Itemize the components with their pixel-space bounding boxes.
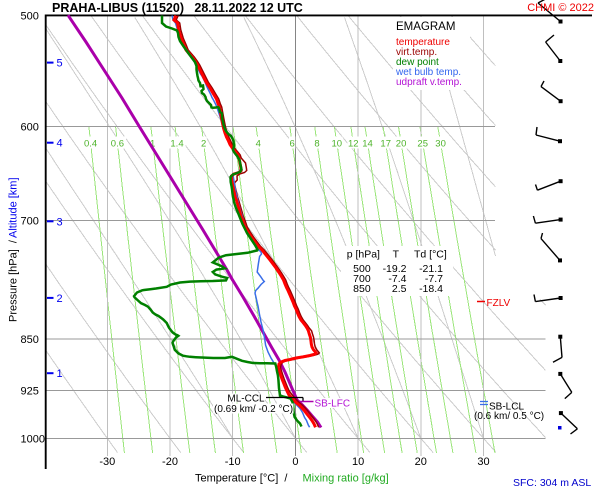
- svg-text:30: 30: [435, 139, 446, 150]
- svg-text:10: 10: [332, 139, 343, 150]
- svg-text:virt.temp.: virt.temp.: [396, 47, 437, 58]
- svg-text:700: 700: [353, 273, 371, 285]
- svg-text:p [hPa]: p [hPa]: [347, 249, 380, 261]
- svg-text:700: 700: [21, 216, 39, 228]
- svg-text:udpraft v.temp.: udpraft v.temp.: [396, 77, 462, 88]
- svg-text:850: 850: [21, 334, 39, 346]
- svg-text:wet bulb temp.: wet bulb temp.: [395, 67, 461, 78]
- svg-text:CHMI © 2022: CHMI © 2022: [527, 2, 594, 14]
- svg-text:Temperature [°C] /: Temperature [°C] /: [195, 473, 288, 485]
- svg-text:10: 10: [352, 456, 364, 468]
- svg-text:dew point: dew point: [396, 57, 439, 68]
- svg-text:4: 4: [256, 139, 261, 150]
- svg-text:Pressure [hPa] /: Pressure [hPa] /: [8, 239, 20, 322]
- svg-text:25: 25: [417, 139, 428, 150]
- svg-text:-19.2: -19.2: [383, 263, 407, 275]
- svg-text:SB-LCL: SB-LCL: [489, 402, 524, 413]
- svg-text:temperature: temperature: [396, 37, 450, 48]
- svg-text:FZLV: FZLV: [487, 298, 511, 309]
- svg-text:Td [°C]: Td [°C]: [414, 249, 447, 261]
- svg-text:12: 12: [348, 139, 359, 150]
- svg-text:T: T: [393, 249, 400, 261]
- svg-text:1: 1: [57, 368, 63, 380]
- svg-text:17: 17: [380, 139, 391, 150]
- svg-text:SB-LFC: SB-LFC: [315, 399, 351, 410]
- svg-text:Mixing ratio [g/kg]: Mixing ratio [g/kg]: [303, 473, 389, 485]
- svg-text:SFC: 304 m ASL: SFC: 304 m ASL: [513, 477, 591, 489]
- svg-text:6: 6: [289, 139, 294, 150]
- svg-text:20: 20: [415, 456, 427, 468]
- svg-text:-20: -20: [162, 456, 178, 468]
- svg-text:4: 4: [57, 138, 63, 150]
- svg-text:1.4: 1.4: [170, 139, 183, 150]
- svg-text:600: 600: [21, 122, 39, 134]
- svg-text:PRAHA-LIBUS (11520) 28.11.20: PRAHA-LIBUS (11520) 28.11.2022 12 UTC: [52, 1, 303, 15]
- svg-text:0.4: 0.4: [84, 139, 97, 150]
- svg-text:500: 500: [353, 263, 371, 275]
- svg-text:-21.1: -21.1: [419, 263, 443, 275]
- svg-text:8: 8: [314, 139, 319, 150]
- svg-text:2: 2: [57, 293, 63, 305]
- svg-text:0.6: 0.6: [111, 139, 124, 150]
- svg-text:-7.4: -7.4: [388, 273, 406, 285]
- svg-text:20: 20: [396, 139, 407, 150]
- svg-text:(0.6 km/ 0.5 °C): (0.6 km/ 0.5 °C): [474, 411, 544, 422]
- svg-text:Altitude [km]: Altitude [km]: [8, 177, 20, 238]
- svg-text:1000: 1000: [21, 433, 45, 445]
- svg-text:EMAGRAM: EMAGRAM: [396, 21, 455, 33]
- svg-text:3: 3: [57, 216, 63, 228]
- svg-text:-30: -30: [99, 456, 115, 468]
- svg-text:1: 1: [150, 139, 155, 150]
- svg-text:-18.4: -18.4: [419, 283, 443, 295]
- svg-text:5: 5: [57, 58, 63, 70]
- svg-text:0: 0: [292, 456, 298, 468]
- svg-text:925: 925: [21, 386, 39, 398]
- svg-text:-7.7: -7.7: [425, 273, 443, 285]
- svg-text:-10: -10: [225, 456, 241, 468]
- svg-text:850: 850: [353, 283, 371, 295]
- svg-text:2: 2: [201, 139, 206, 150]
- svg-text:(0.69 km/ -0.2 °C): (0.69 km/ -0.2 °C): [214, 404, 293, 415]
- svg-text:ML-CCL: ML-CCL: [227, 394, 265, 405]
- svg-text:14: 14: [362, 139, 373, 150]
- svg-text:500: 500: [21, 11, 39, 23]
- svg-text:2.5: 2.5: [392, 283, 407, 295]
- svg-text:30: 30: [477, 456, 489, 468]
